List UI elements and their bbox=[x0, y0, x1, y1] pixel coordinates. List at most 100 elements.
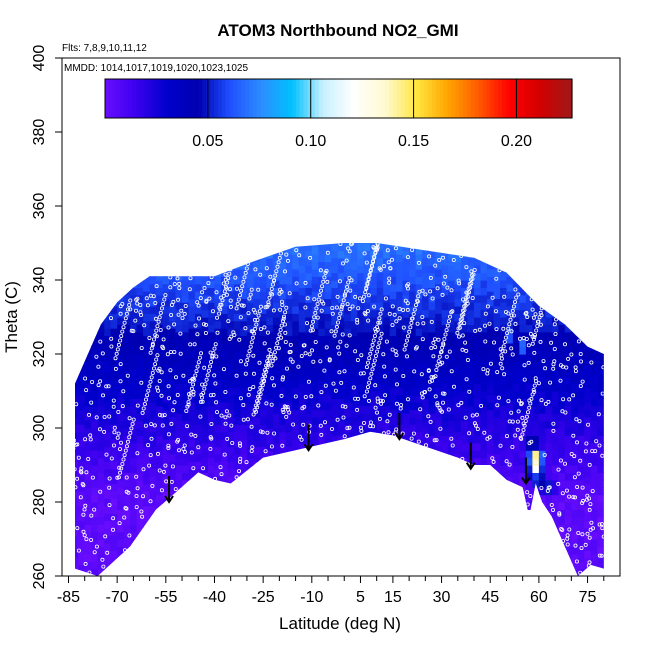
track-marker bbox=[154, 284, 159, 289]
field-cell bbox=[298, 354, 306, 362]
field-cell bbox=[227, 402, 235, 411]
field-cell bbox=[597, 420, 604, 429]
field-cell bbox=[208, 309, 216, 318]
field-cell bbox=[84, 487, 92, 496]
field-cell bbox=[409, 431, 417, 440]
field-cell bbox=[376, 405, 384, 414]
field-cell bbox=[201, 457, 209, 466]
field-cell bbox=[350, 416, 358, 425]
field-cell bbox=[182, 450, 190, 459]
chart-title: ATOM3 Northbound NO2_GMI bbox=[217, 21, 458, 40]
track-marker bbox=[237, 293, 242, 298]
track-marker bbox=[528, 493, 533, 498]
field-cell bbox=[383, 354, 391, 362]
field-cell bbox=[493, 461, 501, 470]
field-cell bbox=[78, 402, 86, 411]
field-cell bbox=[311, 342, 319, 351]
field-cell bbox=[208, 383, 216, 392]
field-cell bbox=[97, 516, 105, 525]
field-cell bbox=[149, 476, 157, 485]
track-marker bbox=[303, 394, 308, 399]
field-cell bbox=[532, 428, 540, 436]
field-cell bbox=[500, 280, 508, 288]
field-cell bbox=[344, 261, 352, 270]
track-marker bbox=[381, 352, 386, 357]
track-marker bbox=[149, 346, 154, 351]
field-cell bbox=[253, 328, 261, 337]
field-cell bbox=[376, 428, 384, 436]
field-cell bbox=[162, 416, 170, 425]
arrow-marker bbox=[394, 413, 405, 441]
track-marker bbox=[366, 293, 371, 298]
field-cell bbox=[156, 339, 164, 348]
field-cell bbox=[175, 383, 183, 392]
field-cell bbox=[558, 509, 566, 518]
track-marker bbox=[599, 522, 604, 527]
field-cell bbox=[590, 413, 598, 422]
field-cell bbox=[266, 405, 274, 414]
field-cell bbox=[467, 287, 475, 296]
colorbar-swatch bbox=[105, 79, 110, 118]
field-cell bbox=[208, 346, 216, 355]
field-cell bbox=[512, 398, 520, 407]
track-marker bbox=[479, 403, 484, 408]
track-marker bbox=[315, 301, 320, 306]
field-cell bbox=[337, 317, 345, 325]
field-cell bbox=[292, 439, 300, 448]
field-cell bbox=[337, 428, 345, 436]
field-cell bbox=[551, 354, 559, 362]
track-marker bbox=[219, 413, 224, 418]
field-cell bbox=[156, 287, 164, 296]
field-cell bbox=[525, 502, 533, 510]
track-marker bbox=[397, 306, 402, 311]
track-marker bbox=[154, 328, 159, 333]
track-marker bbox=[469, 269, 474, 274]
field-cell bbox=[402, 398, 410, 407]
track-marker bbox=[269, 363, 274, 368]
track-marker bbox=[369, 264, 374, 269]
field-cell bbox=[519, 368, 527, 377]
field-cell bbox=[564, 435, 572, 444]
field-cell bbox=[428, 435, 436, 444]
field-cell bbox=[195, 394, 203, 403]
field-cell bbox=[97, 442, 105, 451]
field-cell bbox=[500, 465, 508, 473]
track-marker bbox=[209, 436, 214, 441]
field-cell bbox=[344, 431, 352, 440]
track-marker bbox=[252, 317, 257, 322]
field-cell bbox=[363, 368, 371, 377]
field-cell bbox=[422, 361, 430, 370]
field-cell bbox=[91, 354, 99, 362]
track-marker bbox=[146, 443, 151, 448]
field-cell bbox=[156, 294, 164, 303]
track-marker bbox=[109, 336, 114, 341]
field-cell bbox=[525, 442, 533, 451]
track-marker bbox=[283, 339, 288, 344]
field-cell bbox=[532, 324, 540, 333]
field-cell bbox=[551, 391, 559, 399]
track-marker bbox=[168, 368, 173, 373]
field-cell bbox=[519, 472, 527, 481]
track-marker bbox=[121, 325, 126, 330]
field-cell bbox=[512, 361, 520, 370]
field-cell bbox=[221, 298, 229, 307]
field-cell bbox=[208, 405, 216, 414]
field-cell bbox=[512, 405, 520, 414]
field-cell bbox=[78, 483, 86, 492]
track-marker bbox=[156, 368, 161, 373]
field-cell bbox=[84, 383, 92, 392]
field-cell bbox=[240, 431, 248, 440]
x-tick-label: -85 bbox=[57, 589, 80, 606]
track-marker bbox=[308, 328, 313, 333]
field-cell bbox=[389, 387, 397, 396]
field-cell bbox=[279, 372, 287, 381]
field-cell bbox=[551, 502, 559, 510]
arrow-marker bbox=[164, 476, 174, 504]
track-marker bbox=[318, 288, 323, 293]
track-marker bbox=[197, 355, 202, 360]
field-cell bbox=[441, 302, 449, 311]
field-cell bbox=[558, 531, 566, 540]
track-marker bbox=[223, 272, 228, 277]
track-marker bbox=[506, 311, 511, 316]
track-marker bbox=[363, 290, 368, 295]
